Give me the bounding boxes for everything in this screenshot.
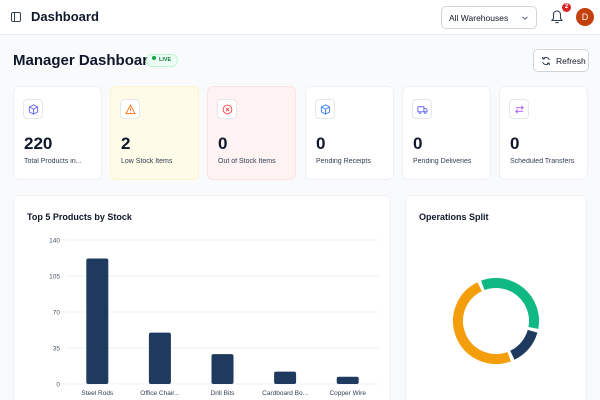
x-tick-label: Cardboard Bo... (262, 390, 308, 397)
x-tick-label: Office Chair... (140, 390, 179, 397)
y-tick-label: 70 (53, 309, 61, 316)
y-tick-label: 105 (49, 273, 60, 280)
bar-chart: 0 35 70 105 140 Steel Rods Office Chair... Dril… (49, 237, 379, 397)
sidebar-toggle-icon[interactable] (11, 12, 21, 22)
kpi-label: Pending Receipts (316, 158, 371, 165)
refresh-button[interactable]: Refresh (533, 49, 589, 72)
kpi-value: 2 (121, 134, 131, 153)
kpi-value: 0 (316, 134, 326, 153)
page-title: Manager Dashboard (13, 52, 158, 69)
live-label: LIVE (159, 57, 172, 63)
x-circle-icon-container (217, 99, 237, 119)
warehouse-select-value: All Warehouses (449, 13, 509, 23)
box-icon-container (23, 99, 43, 119)
y-tick-label: 35 (53, 345, 61, 352)
notification-badge: 2 (562, 3, 571, 12)
x-tick-label: Drill Bits (211, 390, 236, 397)
kpi-card-pending-receipts: 0 Pending Receipts (305, 86, 394, 180)
kpi-label: Low Stock Items (121, 158, 173, 165)
kpi-label: Pending Deliveries (413, 158, 472, 165)
top-products-panel: Top 5 Products by Stock 0 35 70 105 140 Steel… (13, 195, 391, 400)
chevron-down-icon (522, 16, 528, 20)
box-icon (28, 104, 39, 115)
donut-slice[interactable] (481, 278, 539, 329)
y-tick-label: 140 (49, 237, 60, 244)
bar[interactable] (211, 354, 234, 384)
kpi-card-low-stock: 2 Low Stock Items (110, 86, 199, 180)
kpi-label: Total Products in... (24, 158, 82, 165)
operations-split-panel: Operations Split (405, 195, 587, 400)
kpi-value: 0 (413, 134, 423, 153)
kpi-label: Scheduled Transfers (510, 158, 575, 165)
transfer-icon-container (509, 99, 529, 119)
box-icon (320, 104, 331, 115)
kpi-value: 0 (218, 134, 228, 153)
kpi-card-scheduled-transfers: 0 Scheduled Transfers (499, 86, 588, 180)
bar[interactable] (274, 371, 297, 384)
app-title: Dashboard (31, 9, 99, 24)
avatar[interactable]: D (576, 8, 594, 26)
x-tick-label: Copper Wire (329, 390, 366, 397)
donut-slice[interactable] (453, 282, 511, 364)
donut-chart-title: Operations Split (419, 212, 489, 222)
donut-chart (453, 278, 539, 364)
warning-icon-container (120, 99, 140, 119)
kpi-value: 0 (510, 134, 520, 153)
top-bar: Dashboard All Warehouses 2 D (0, 0, 600, 35)
x-circle-icon (222, 104, 233, 115)
bar-chart-title: Top 5 Products by Stock (27, 212, 132, 222)
kpi-label: Out of Stock Items (218, 158, 276, 165)
kpi-card-pending-deliveries: 0 Pending Deliveries (402, 86, 491, 180)
bar[interactable] (148, 332, 171, 384)
refresh-icon (542, 56, 550, 66)
donut-slice[interactable] (509, 329, 538, 360)
receipt-box-icon-container (315, 99, 335, 119)
bell-icon[interactable] (551, 10, 563, 24)
x-tick-label: Steel Rods (81, 390, 114, 397)
y-tick-label: 0 (56, 381, 60, 388)
warning-icon (125, 104, 136, 115)
live-dot-icon (152, 56, 156, 60)
truck-icon (417, 106, 428, 114)
bar[interactable] (336, 376, 359, 384)
bar[interactable] (86, 258, 109, 384)
kpi-value: 220 (24, 134, 53, 153)
truck-icon-container (412, 99, 432, 119)
live-badge: LIVE (146, 54, 179, 67)
transfer-icon (515, 105, 524, 114)
refresh-label: Refresh (556, 56, 586, 66)
warehouse-select[interactable]: All Warehouses (441, 6, 537, 29)
kpi-card-out-of-stock: 0 Out of Stock Items (207, 86, 296, 180)
kpi-card-total-products: 220 Total Products in... (13, 86, 102, 180)
